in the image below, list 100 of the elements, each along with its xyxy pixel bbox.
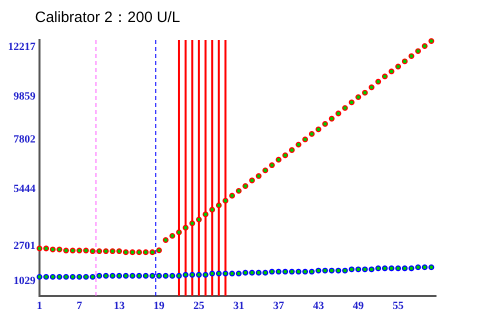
point — [428, 38, 434, 44]
point — [169, 232, 176, 239]
point — [110, 248, 116, 254]
point — [395, 265, 402, 272]
point — [308, 131, 315, 137]
point — [408, 265, 414, 272]
point — [96, 272, 102, 279]
point — [222, 270, 228, 276]
point — [348, 99, 355, 106]
y-tick-label: 1029 — [14, 275, 36, 288]
point — [382, 74, 388, 80]
point — [156, 272, 162, 279]
point — [216, 270, 222, 276]
point — [428, 264, 434, 270]
x-tick-label: 19 — [154, 300, 166, 312]
point — [316, 268, 322, 274]
point — [90, 274, 96, 280]
point — [368, 84, 374, 90]
point — [302, 268, 308, 275]
point — [130, 249, 136, 256]
point — [388, 265, 394, 272]
point — [288, 147, 295, 153]
point — [388, 68, 394, 74]
point — [169, 272, 176, 279]
point — [269, 268, 275, 275]
point — [196, 216, 202, 222]
point — [209, 270, 216, 276]
point — [136, 249, 142, 256]
point — [56, 274, 62, 280]
point — [116, 272, 122, 279]
point — [269, 162, 275, 168]
point — [249, 178, 255, 184]
x-tick-label: 43 — [312, 300, 324, 312]
point — [162, 272, 169, 279]
y-tick-label: 9859 — [14, 90, 36, 102]
point — [316, 126, 322, 132]
y-tick-label: 7802 — [14, 133, 36, 146]
point — [282, 268, 288, 275]
point — [222, 198, 228, 204]
point — [296, 142, 302, 148]
point — [375, 78, 382, 85]
point — [90, 248, 96, 254]
point — [43, 246, 50, 252]
y-tick-label: 5444 — [14, 182, 36, 195]
point — [348, 266, 355, 272]
point — [83, 274, 89, 280]
point — [395, 64, 402, 70]
point — [70, 248, 76, 254]
point — [156, 247, 162, 254]
point — [103, 248, 109, 254]
point — [63, 274, 69, 280]
point — [182, 224, 189, 231]
point — [256, 173, 262, 179]
x-tick-label: 7 — [76, 300, 83, 312]
x-tick-label: 55 — [392, 300, 404, 312]
point — [242, 183, 248, 189]
chart-title: Calibrator 2：200 U/L — [35, 8, 180, 27]
point — [176, 272, 182, 279]
point — [302, 136, 308, 142]
point — [189, 272, 196, 278]
point — [288, 268, 295, 275]
point — [110, 272, 116, 279]
x-tick-label: 13 — [114, 300, 126, 312]
point — [96, 248, 102, 254]
point — [229, 270, 236, 276]
x-tick-label: 31 — [233, 300, 244, 312]
point — [335, 110, 342, 116]
point — [70, 274, 76, 280]
point — [249, 270, 255, 276]
point — [382, 265, 388, 272]
point — [236, 188, 242, 194]
point — [136, 272, 142, 279]
point — [142, 249, 149, 256]
point — [368, 266, 374, 272]
point — [422, 264, 428, 270]
point — [375, 265, 382, 272]
x-tick-label: 1 — [36, 300, 42, 312]
point — [83, 248, 89, 254]
point — [282, 152, 288, 158]
y-tick-label: 12217 — [8, 41, 36, 54]
point — [355, 94, 362, 100]
point — [262, 167, 268, 174]
point — [402, 58, 408, 64]
point — [216, 202, 222, 208]
point — [103, 272, 109, 279]
point — [276, 268, 282, 275]
x-tick-label: 49 — [352, 300, 364, 312]
point — [355, 266, 362, 272]
point — [182, 272, 189, 278]
point — [50, 246, 56, 252]
point — [415, 264, 421, 270]
point — [116, 248, 122, 254]
point — [342, 105, 348, 111]
point — [322, 121, 328, 127]
point — [36, 274, 42, 280]
point — [262, 270, 268, 276]
point — [122, 249, 129, 256]
point — [415, 48, 421, 54]
point — [362, 90, 368, 96]
point — [328, 268, 335, 274]
